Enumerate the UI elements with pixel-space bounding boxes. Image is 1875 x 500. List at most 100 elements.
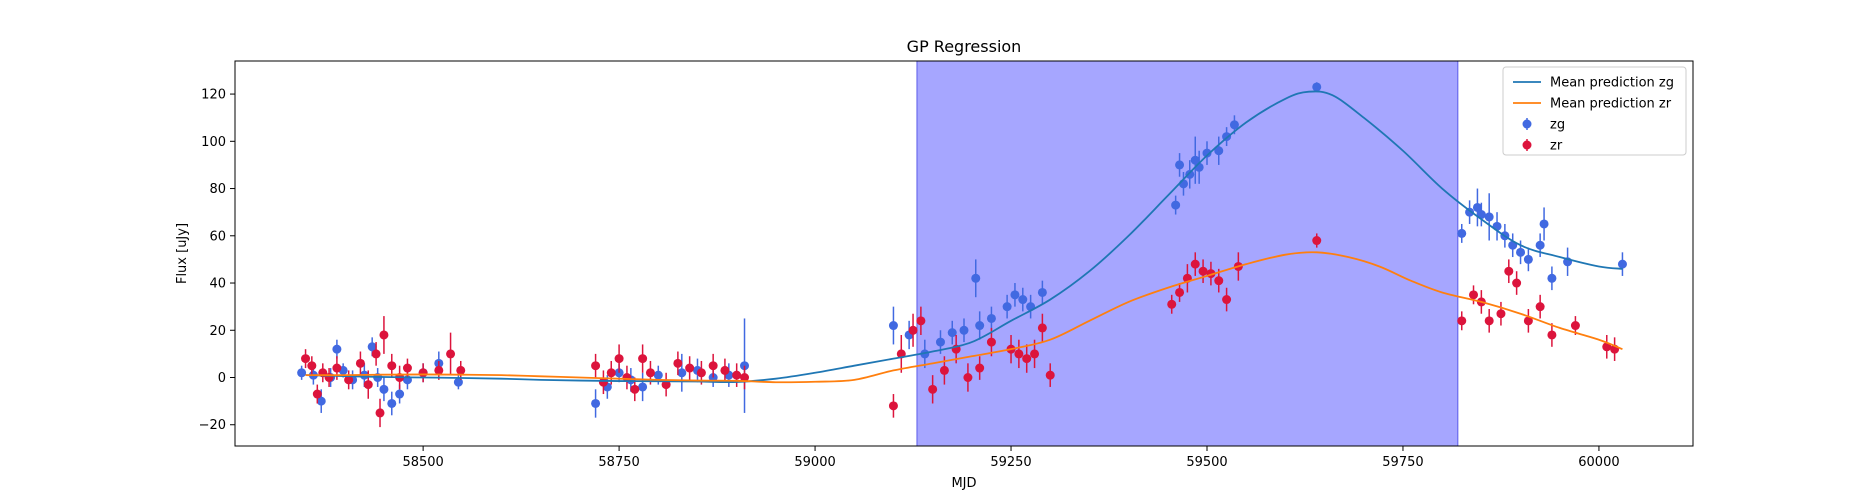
data-point-zg: [1312, 82, 1322, 92]
chart-title: GP Regression: [907, 37, 1022, 56]
data-point-zg: [591, 398, 601, 408]
data-point-zg: [1484, 212, 1494, 222]
data-point-zr: [332, 363, 342, 373]
data-point-zg: [888, 321, 898, 331]
y-tick-label: 100: [201, 135, 226, 150]
data-point-zr: [446, 349, 456, 359]
data-point-zr: [1496, 309, 1506, 319]
data-point-zr: [888, 401, 898, 411]
data-point-zr: [1512, 278, 1522, 288]
data-point-zr: [1037, 323, 1047, 333]
data-point-zr: [375, 408, 385, 418]
y-tick-label: 120: [201, 88, 226, 103]
data-point-zr: [1469, 290, 1479, 300]
data-point-zg: [1002, 302, 1012, 312]
data-point-zr: [1175, 287, 1185, 297]
data-point-zg: [1516, 247, 1526, 257]
data-point-zg: [387, 398, 397, 408]
legend-label: zr: [1550, 139, 1563, 154]
data-point-zg: [1457, 228, 1467, 238]
data-point-zr: [1190, 259, 1200, 269]
data-point-zr: [1198, 266, 1208, 276]
x-tick-label: 59750: [1382, 455, 1423, 470]
data-point-zr: [387, 361, 397, 371]
data-point-zr: [1535, 302, 1545, 312]
data-point-zg: [971, 273, 981, 283]
data-point-zg: [1472, 202, 1482, 212]
data-point-zr: [1167, 299, 1177, 309]
x-tick-label: 58500: [402, 455, 443, 470]
data-point-zr: [363, 380, 373, 390]
data-point-zg: [1175, 160, 1185, 170]
data-point-zg: [677, 368, 687, 378]
mean-prediction-line-zg: [305, 90, 1623, 384]
data-point-zr: [1312, 236, 1322, 246]
y-tick-label: −20: [199, 418, 226, 433]
data-point-zr: [1523, 316, 1533, 326]
data-point-zg: [1229, 120, 1239, 130]
data-point-zg: [1185, 169, 1195, 179]
data-point-zr: [963, 373, 973, 383]
data-point-zr: [1022, 354, 1032, 364]
y-tick-label: 20: [209, 324, 226, 339]
legend-label: zg: [1550, 118, 1565, 133]
data-point-zr: [1222, 295, 1232, 305]
data-point-zr: [402, 363, 412, 373]
legend-box: [1502, 66, 1687, 156]
data-point-zg: [297, 368, 307, 378]
data-point-zg: [1202, 148, 1212, 158]
y-tick-label: 0: [218, 371, 226, 386]
data-point-zr: [1457, 316, 1467, 326]
data-point-zg: [1523, 254, 1533, 264]
legend-label: Mean prediction zr: [1550, 97, 1672, 112]
data-point-zr: [355, 358, 365, 368]
data-point-zg: [1018, 295, 1028, 305]
y-tick-label: 60: [209, 229, 226, 244]
data-point-zr: [344, 375, 354, 385]
data-point-zg: [638, 382, 648, 392]
data-point-zr: [456, 365, 466, 375]
x-tick-label: 60000: [1578, 455, 1619, 470]
x-tick-label: 59250: [990, 455, 1031, 470]
data-point-zg: [316, 396, 326, 406]
x-tick-label: 59000: [794, 455, 835, 470]
data-point-zg: [947, 328, 957, 338]
data-point-zg: [1547, 273, 1557, 283]
data-point-zr: [591, 361, 601, 371]
data-point-zr: [1547, 330, 1557, 340]
data-point-zg: [1539, 219, 1549, 229]
x-axis-label: MJD: [951, 476, 976, 491]
shaded-region: [916, 60, 1459, 447]
data-point-zr: [1045, 370, 1055, 380]
x-tick-label: 59500: [1186, 455, 1227, 470]
legend-label: Mean prediction zg: [1550, 76, 1674, 91]
data-point-zr: [630, 384, 640, 394]
data-point-zg: [1171, 200, 1181, 210]
data-point-zr: [307, 361, 317, 371]
data-point-zr: [1570, 321, 1580, 331]
data-point-zr: [301, 354, 311, 364]
data-point-zg: [332, 344, 342, 354]
axes-frame: [234, 60, 1694, 447]
data-point-zr: [434, 365, 444, 375]
data-point-zg: [1010, 290, 1020, 300]
data-point-zg: [367, 342, 377, 352]
plot-area: 58500 58750 59000 59250 59500 59750 60000 −20 0 2…: [199, 60, 1694, 470]
data-point-zr: [1030, 349, 1040, 359]
legend-swatch: [1522, 119, 1532, 129]
data-point-zg: [395, 389, 405, 399]
data-point-zr: [986, 337, 996, 347]
data-point-zr: [916, 316, 926, 326]
data-point-zg: [959, 325, 969, 335]
data-point-zr: [1504, 266, 1514, 276]
data-point-zr: [418, 368, 428, 378]
data-point-zr: [673, 358, 683, 368]
y-tick-label: 80: [209, 182, 226, 197]
data-point-zr: [606, 368, 616, 378]
data-point-zr: [685, 363, 695, 373]
data-point-zr: [975, 363, 985, 373]
data-point-zg: [935, 337, 945, 347]
data-point-zr: [732, 370, 742, 380]
data-point-zg: [1535, 240, 1545, 250]
y-tick-label: 40: [209, 277, 226, 292]
